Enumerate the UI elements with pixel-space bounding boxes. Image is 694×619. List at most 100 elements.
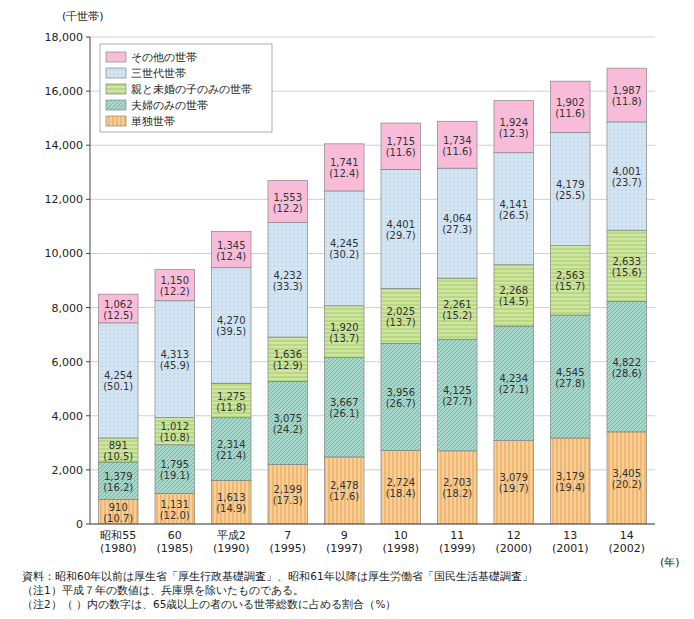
category-label: 14(2002) [608, 529, 645, 555]
bar-segment [211, 383, 251, 417]
tick-label: 12,000 [45, 193, 84, 206]
data-label: 2,703 [443, 477, 472, 488]
data-label: 3,079 [499, 472, 528, 483]
category-label: 13(2001) [552, 529, 589, 555]
data-label: 1,379 [104, 471, 133, 482]
category-label-line: (2001) [552, 542, 589, 555]
tick-label: 6,000 [52, 356, 84, 369]
data-label: 2,563 [556, 270, 585, 281]
category-label: 9(1997) [326, 529, 363, 555]
data-label: 2,261 [443, 299, 472, 310]
category-label-line: 昭和55 [100, 529, 136, 542]
data-label: 2,268 [499, 285, 528, 296]
share-label: (19.1) [160, 470, 190, 481]
tick [86, 524, 90, 525]
data-label: 4,064 [443, 213, 472, 224]
data-label: 1,920 [330, 322, 359, 333]
share-label: (11.8) [612, 96, 642, 107]
bar-segment [550, 133, 590, 246]
tick-label: 2,000 [52, 464, 84, 477]
bar-segment [607, 230, 647, 301]
share-label: (15.6) [612, 267, 642, 278]
bar-segment [211, 480, 251, 524]
share-label: (19.7) [499, 483, 529, 494]
tick [86, 253, 90, 254]
data-label: 1,012 [160, 421, 189, 432]
bar-segment [211, 418, 251, 481]
bar-segment [324, 191, 364, 306]
bar-segment [550, 438, 590, 524]
share-label: (33.3) [273, 281, 303, 292]
data-labels: 910(10.7)1,379(16.2)891(10.5)4,254(50.1)… [103, 85, 642, 524]
category-label-line: (1995) [269, 542, 306, 555]
legend-swatch [106, 84, 126, 94]
data-label: 1,795 [160, 459, 189, 470]
bar-segment [98, 438, 138, 462]
legend-swatch [106, 100, 126, 110]
share-label: (10.8) [160, 432, 190, 443]
bar-segment [268, 337, 308, 381]
tick-label: 18,000 [45, 31, 84, 44]
data-label: 1,150 [160, 275, 189, 286]
category-label: 12(2000) [495, 529, 532, 555]
share-label: (12.9) [273, 360, 303, 371]
tick [86, 361, 90, 362]
data-label: 2,724 [386, 477, 415, 488]
bar-segment [437, 168, 477, 278]
share-label: (11.6) [555, 108, 585, 119]
bar-segment [550, 246, 590, 315]
x-axis [90, 524, 655, 525]
tick-label: 8,000 [52, 302, 84, 315]
share-label: (13.7) [329, 333, 359, 344]
share-label: (18.4) [386, 488, 416, 499]
data-label: 4,545 [556, 367, 585, 378]
grid-line [90, 524, 655, 525]
share-label: (26.7) [386, 398, 416, 409]
legend-swatch [106, 116, 126, 126]
tick [86, 415, 90, 416]
category-label: 11(1999) [439, 529, 476, 555]
share-label: (27.8) [555, 378, 585, 389]
category-label: 7(1995) [269, 529, 306, 555]
bar-segment [607, 68, 647, 122]
share-label: (45.9) [160, 360, 190, 371]
share-label: (27.1) [499, 384, 529, 395]
share-label: (17.3) [273, 495, 303, 506]
tick-label: 16,000 [45, 85, 84, 98]
bar-segment [211, 268, 251, 384]
bar-segment [494, 153, 534, 265]
bar-segment [381, 343, 421, 450]
share-label: (23.7) [612, 177, 642, 188]
data-label: 3,667 [330, 397, 359, 408]
bar-segment [324, 144, 364, 191]
share-label: (12.3) [499, 128, 529, 139]
bar-segment [381, 288, 421, 343]
tick [86, 91, 90, 92]
bar-segment [268, 465, 308, 524]
bar-segment [381, 450, 421, 524]
tick [86, 199, 90, 200]
tick [86, 145, 90, 146]
legend-swatch [106, 52, 126, 62]
category-label-line: 10 [394, 529, 408, 542]
share-label: (13.7) [386, 317, 416, 328]
share-label: (11.6) [442, 146, 472, 157]
bar-segment [155, 270, 195, 301]
bar-segment [155, 445, 195, 494]
category-label-line: 平成2 [217, 529, 246, 542]
legend-label: 夫婦のみの世帯 [131, 99, 208, 112]
category-label: 昭和55(1980) [100, 529, 137, 555]
bar-segment [494, 326, 534, 441]
data-label: 2,314 [217, 439, 246, 450]
bar-segment [98, 294, 138, 323]
data-label: 1,734 [443, 135, 472, 146]
bar-segment [155, 417, 195, 444]
legend-label: 単独世帯 [131, 115, 175, 128]
data-label: 4,245 [330, 238, 359, 249]
data-label: 4,179 [556, 179, 585, 190]
data-label: 1,902 [556, 97, 585, 108]
category-label-line: (1998) [382, 542, 419, 555]
share-label: (50.1) [103, 381, 133, 392]
share-label: (39.5) [216, 326, 246, 337]
data-label: 1,715 [386, 136, 415, 147]
